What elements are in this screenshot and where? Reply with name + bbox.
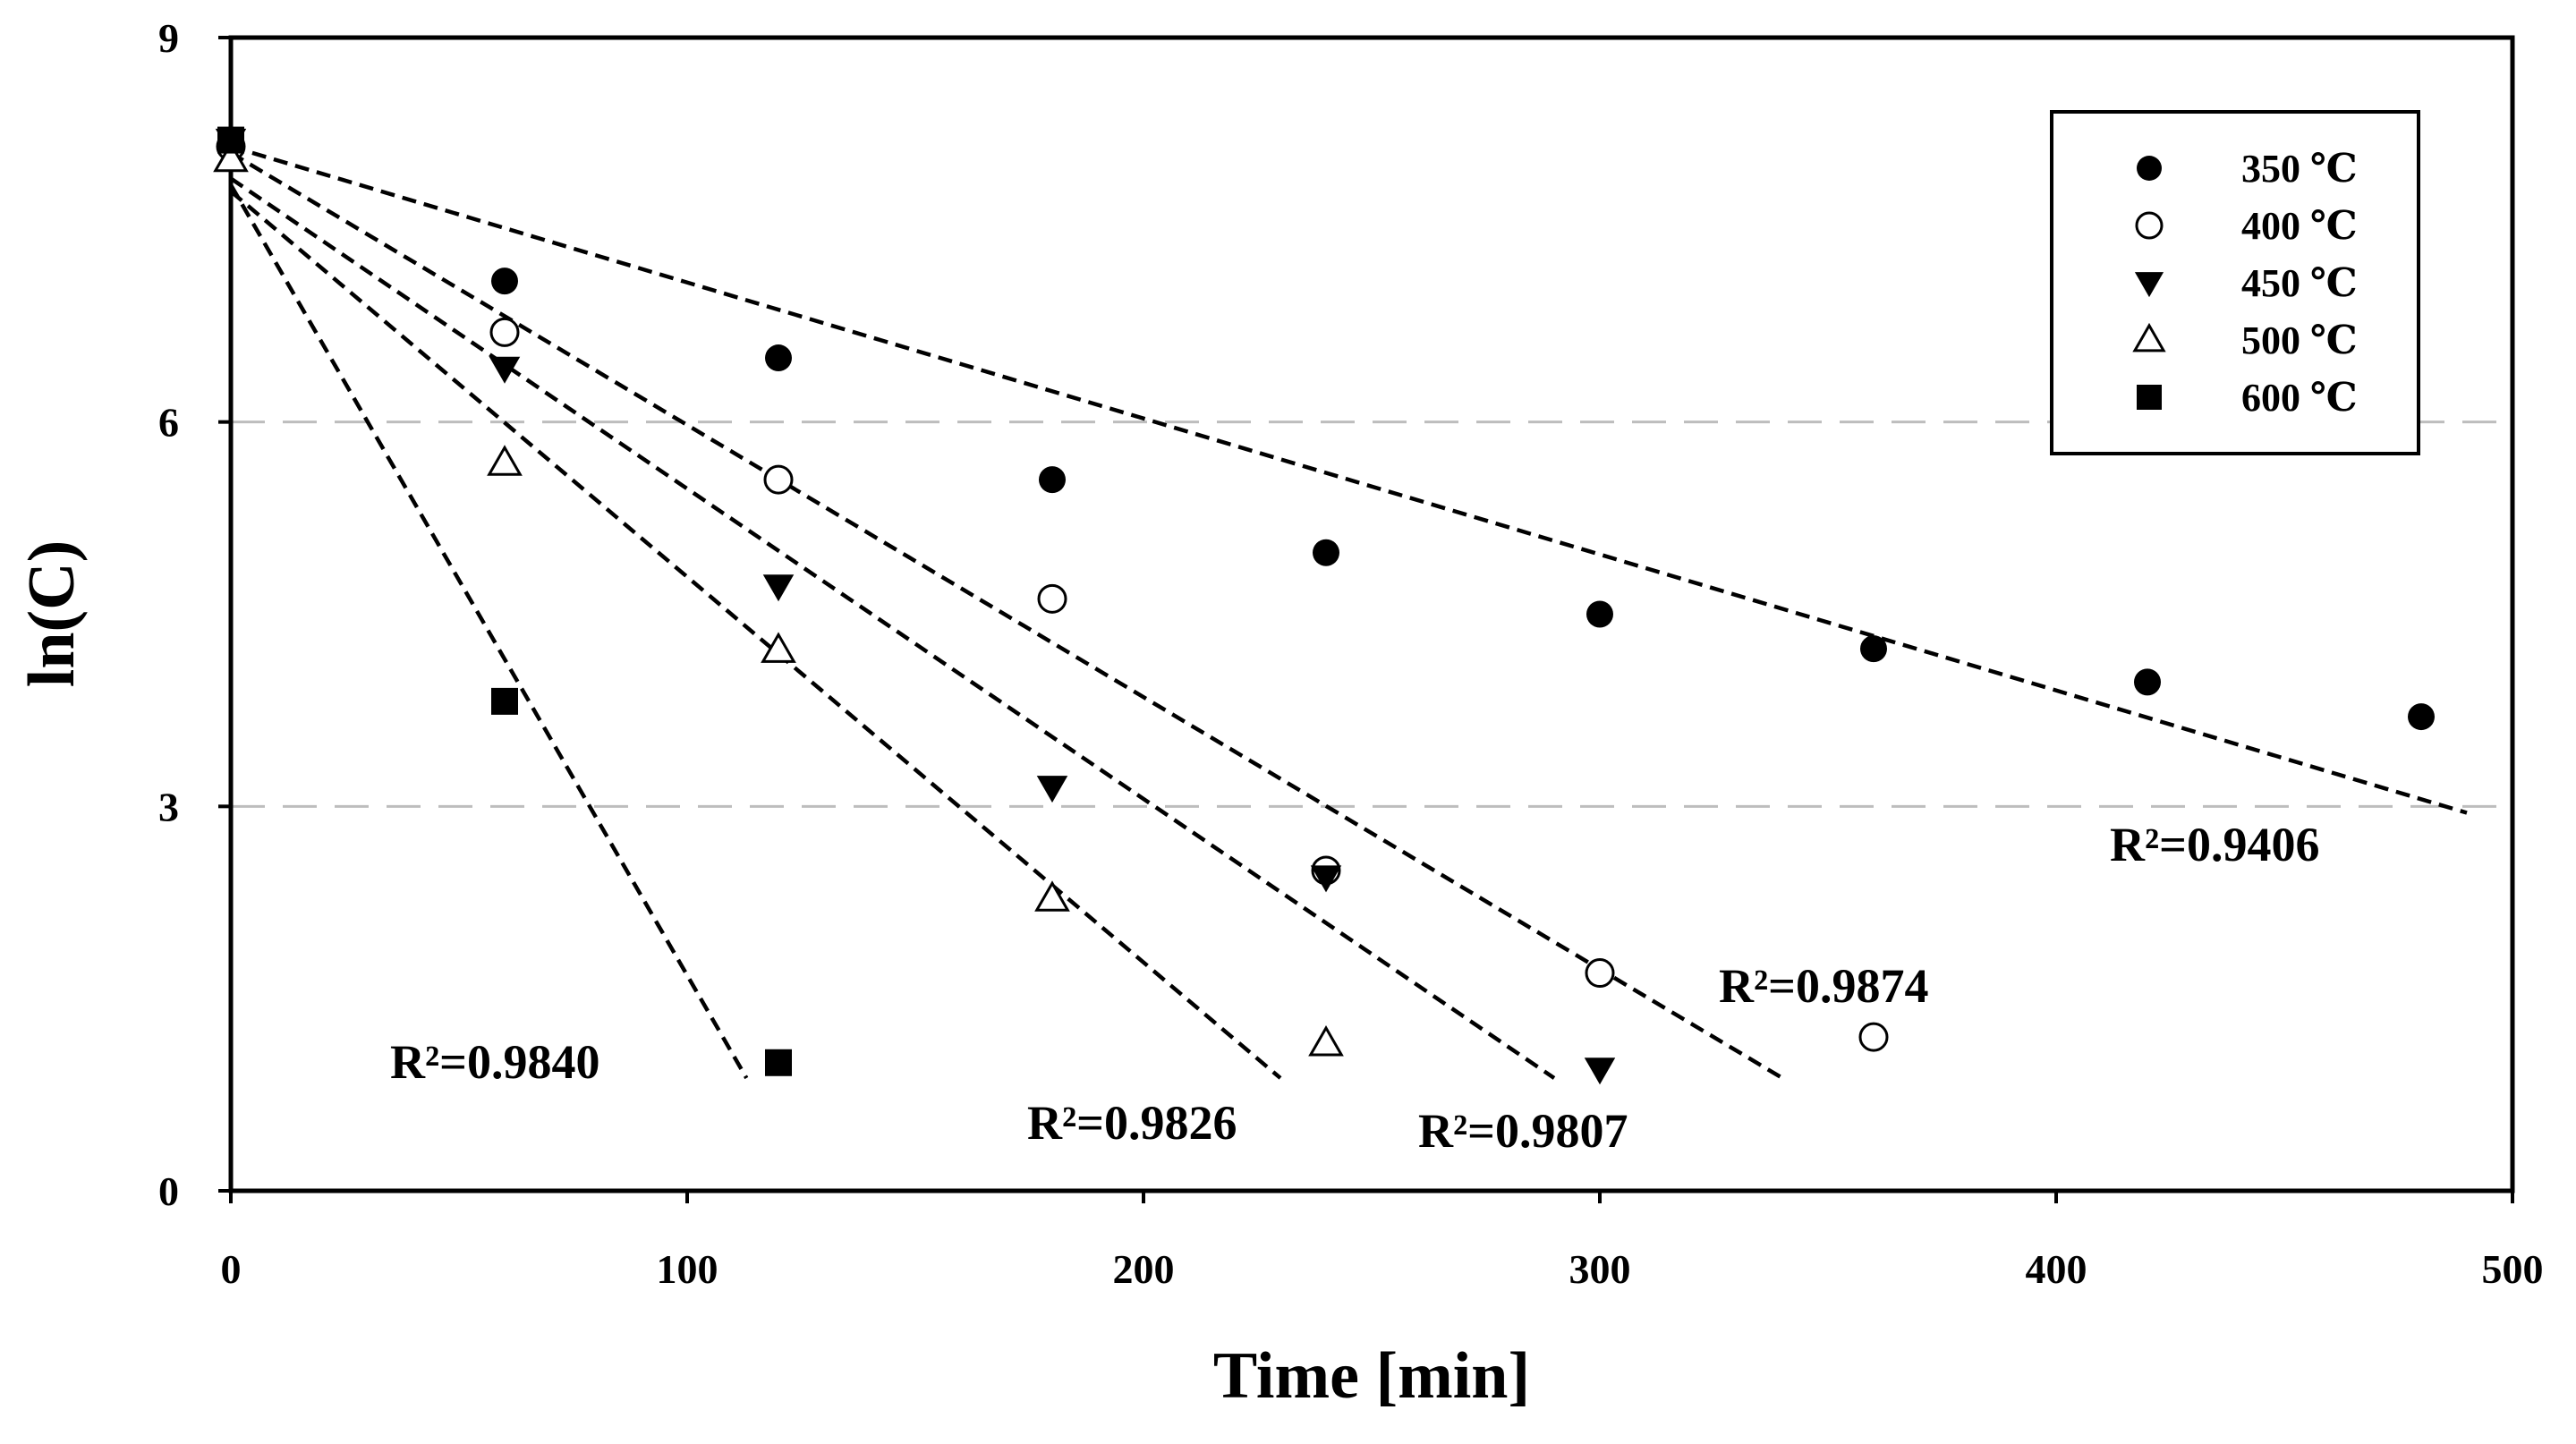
x-tick-label: 100 xyxy=(657,1246,718,1292)
point-350-6 xyxy=(1860,635,1887,663)
y-tick-label: 6 xyxy=(158,400,179,446)
point-500-2 xyxy=(761,632,796,663)
point-400-1 xyxy=(489,317,520,347)
r2-annotations: R²=0.9406 R²=0.9874 R²=0.9807 R²=0.9826 R²=0… xyxy=(390,818,2319,1158)
r2-label-500: R²=0.9826 xyxy=(1027,1096,1237,1150)
r2-label-350: R²=0.9406 xyxy=(2110,818,2319,871)
point-400-5 xyxy=(1585,958,1615,989)
legend-label-400: 400 ℃ xyxy=(2241,204,2358,248)
point-350-3 xyxy=(1039,466,1066,494)
y-tick-label: 3 xyxy=(158,784,179,829)
point-600-2 xyxy=(765,1049,792,1076)
point-400-2 xyxy=(763,464,794,495)
point-500-1 xyxy=(487,445,523,476)
axis-ticks: 0 100 200 300 400 500 0 3 6 9 xyxy=(158,15,2544,1292)
y-tick-label: 0 xyxy=(158,1168,179,1214)
fit-line-500 xyxy=(229,190,1282,1080)
point-350-7 xyxy=(2134,668,2161,696)
r2-label-400: R²=0.9874 xyxy=(1719,959,1928,1013)
x-tick-label: 400 xyxy=(2026,1246,2087,1292)
fit-line-450 xyxy=(229,176,1556,1080)
fit-line-600 xyxy=(229,183,749,1080)
legend-marker-350 xyxy=(2137,156,2162,181)
legend-box xyxy=(2050,110,2420,455)
point-450-1 xyxy=(489,356,521,384)
y-axis-title: ln(C) xyxy=(15,540,89,687)
data-points xyxy=(213,126,2435,1085)
point-600-0 xyxy=(217,126,244,154)
legend-label-350: 350 ℃ xyxy=(2241,147,2358,191)
point-500-0 xyxy=(213,140,249,173)
legend-marker-450 xyxy=(2134,272,2164,298)
point-350-8 xyxy=(2408,703,2435,731)
legend-marker-600 xyxy=(2137,385,2162,410)
point-400-6 xyxy=(1858,1022,1889,1052)
point-400-3 xyxy=(1037,583,1067,614)
point-600-1 xyxy=(491,687,518,715)
point-450-5 xyxy=(1584,1058,1616,1085)
r2-label-600: R²=0.9840 xyxy=(390,1035,599,1089)
point-450-2 xyxy=(762,574,795,602)
plot-frame xyxy=(228,35,2515,1193)
fit-line-400 xyxy=(229,150,1784,1080)
legend-label-500: 500 ℃ xyxy=(2241,319,2358,362)
point-350-1 xyxy=(491,268,518,295)
x-axis-title: Time [min] xyxy=(1213,1339,1530,1413)
point-450-4 xyxy=(1310,865,1342,893)
point-350-2 xyxy=(765,344,792,372)
point-350-4 xyxy=(1313,539,1339,566)
point-450-3 xyxy=(1036,776,1068,803)
point-500-4 xyxy=(1308,1025,1344,1057)
legend-marker-400 xyxy=(2135,211,2164,240)
y-tick-label: 9 xyxy=(158,15,179,61)
legend: 350 ℃ 400 ℃ 450 ℃ 500 ℃ 600 ℃ xyxy=(2050,110,2420,455)
fit-lines xyxy=(229,144,2468,1080)
x-tick-label: 0 xyxy=(221,1246,242,1292)
legend-label-450: 450 ℃ xyxy=(2241,261,2358,305)
point-500-3 xyxy=(1034,880,1070,912)
legend-label-600: 600 ℃ xyxy=(2241,376,2358,420)
x-tick-label: 500 xyxy=(2482,1246,2544,1292)
x-tick-label: 300 xyxy=(1569,1246,1631,1292)
point-350-5 xyxy=(1586,600,1613,628)
legend-marker-500 xyxy=(2132,322,2166,353)
fit-line-350 xyxy=(230,144,2468,815)
x-tick-label: 200 xyxy=(1113,1246,1175,1292)
r2-label-450: R²=0.9807 xyxy=(1418,1104,1628,1158)
